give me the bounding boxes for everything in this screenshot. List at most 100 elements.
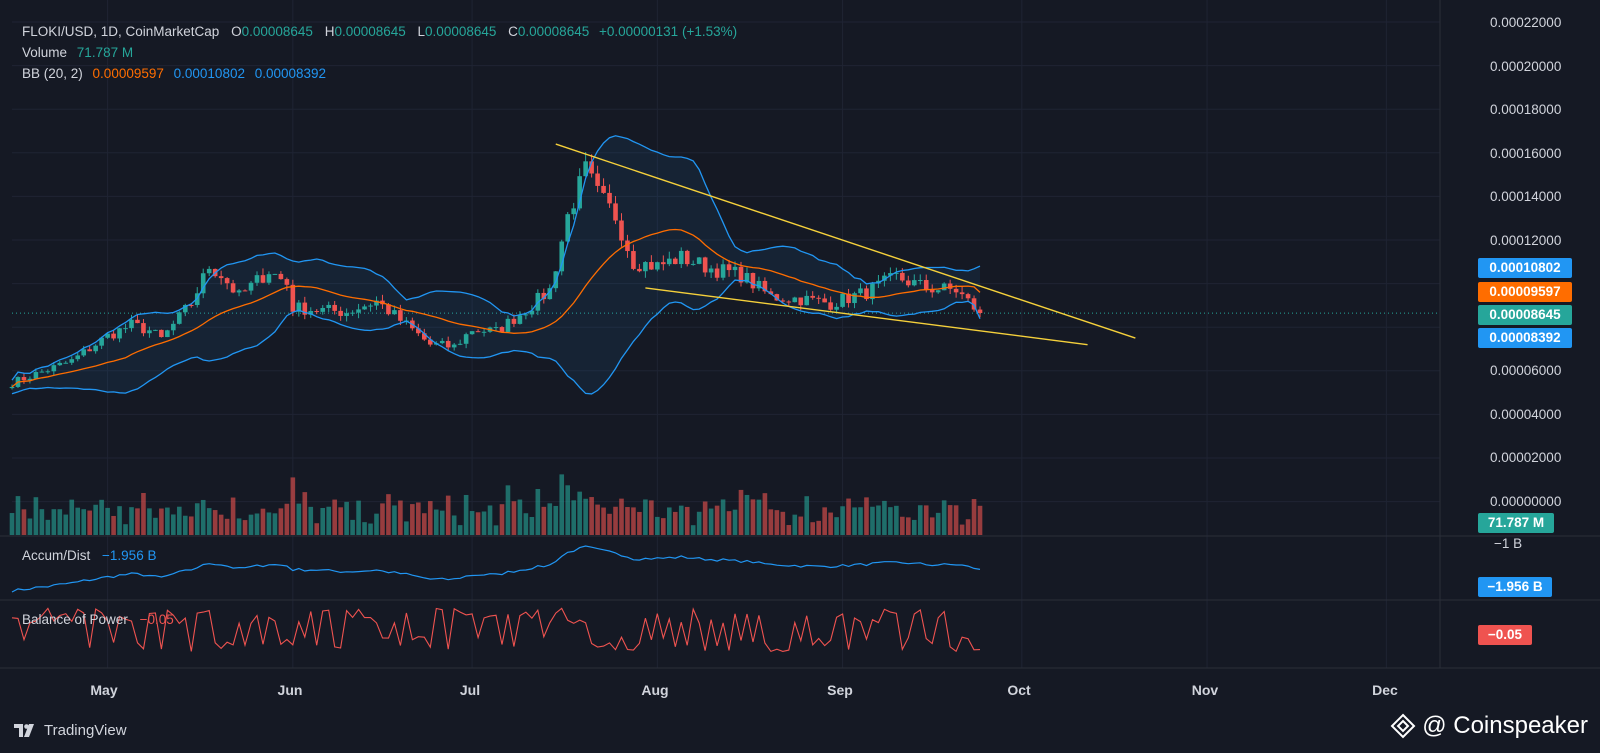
volume-bar [296, 503, 302, 535]
volume-bar [756, 499, 762, 535]
volume-bar [804, 496, 810, 535]
volume-bar [553, 505, 559, 535]
tradingview-icon [14, 723, 34, 737]
volume-bar [75, 507, 81, 535]
volume-bar [559, 474, 565, 535]
candle-body [499, 327, 505, 332]
candle-body [272, 273, 278, 275]
volume-bar [852, 507, 857, 535]
candle-body [708, 268, 714, 273]
open-key: O [231, 24, 242, 39]
volume-bar [595, 504, 600, 535]
volume-bar [947, 505, 953, 535]
volume-bar [129, 507, 134, 535]
volume-bar [21, 509, 27, 535]
volume-bar [726, 511, 732, 535]
volume-bar [123, 524, 128, 535]
candle-body [959, 292, 965, 295]
volume-bar [326, 506, 331, 535]
volume-bar [356, 500, 361, 535]
candle-body [720, 264, 726, 278]
bb-label: BB (20, 2) [22, 66, 83, 81]
candle-body [338, 310, 343, 316]
candle-body [159, 329, 164, 338]
candle-body [529, 310, 535, 315]
volume-bar [87, 510, 92, 535]
volume-bar [433, 509, 439, 535]
volume-bar [15, 496, 21, 535]
candle-body [917, 280, 923, 282]
volume-bar [27, 518, 33, 535]
candle-body [153, 329, 158, 331]
volume-bar [744, 494, 750, 535]
volume-bar [308, 506, 314, 535]
volume-bar [344, 501, 349, 535]
bb-upper-value: 0.00010802 [173, 66, 245, 81]
volume-bar [720, 499, 726, 535]
candle-body [242, 290, 248, 292]
candle-body [900, 272, 905, 281]
price-legend: FLOKI/USD, 1D, CoinMarketCap O0.00008645… [22, 24, 737, 39]
volume-bar [177, 506, 182, 535]
volume-bar [798, 516, 804, 535]
bb-basis-value: 0.00009597 [92, 66, 164, 81]
tradingview-logo[interactable]: TradingView [14, 722, 127, 739]
candle-body [320, 307, 326, 312]
volume-bar [708, 508, 714, 535]
candle-body [971, 298, 977, 310]
candle-body [33, 372, 39, 379]
candle-body [672, 258, 678, 265]
candle-body [93, 345, 98, 352]
volume-bar [314, 523, 320, 535]
volume-bar [45, 519, 51, 535]
bb-legend: BB (20, 2) 0.00009597 0.00010802 0.00008… [22, 66, 326, 81]
volume-bar [923, 505, 929, 535]
volume-bar [398, 500, 403, 535]
volume-bar [272, 513, 278, 535]
volume-bar [165, 507, 170, 535]
bb-basis-badge: 0.00009597 [1478, 282, 1572, 302]
volume-bar [230, 497, 236, 535]
candle-body [523, 314, 529, 316]
pane-separators [0, 0, 1600, 669]
candle-body [559, 241, 565, 272]
ad-legend: Accum/Dist −1.956 B [22, 548, 156, 563]
candle-body [45, 371, 51, 373]
volume-bar [499, 504, 505, 535]
candle-body [27, 378, 33, 381]
candle-body [678, 250, 684, 265]
volume-badge: 71.787 M [1478, 513, 1554, 533]
volume-bar [589, 497, 594, 535]
candle-body [69, 359, 75, 363]
low-value: 0.00008645 [425, 24, 497, 39]
volume-bar [613, 506, 618, 535]
candle-body [182, 304, 188, 313]
volume-bar [607, 513, 612, 535]
candle-body [953, 288, 959, 293]
volume-bar [135, 508, 140, 535]
x-tick: May [90, 682, 118, 698]
candle-body [63, 362, 69, 364]
candle-body [236, 290, 242, 293]
candle-body [798, 297, 804, 306]
candle-body [344, 313, 349, 316]
candle-body [762, 280, 768, 292]
volume-bar [971, 499, 977, 535]
candle-body [326, 304, 331, 308]
volume-bar [714, 505, 720, 535]
candle-body [296, 302, 302, 312]
y-tick: 0.00012000 [1490, 233, 1562, 248]
volume-bar [332, 499, 337, 535]
candle-body [619, 220, 624, 241]
high-key: H [324, 24, 335, 39]
candle-body [541, 292, 547, 300]
candle-body [278, 273, 284, 280]
candle-body [786, 301, 792, 303]
candle-body [206, 268, 212, 274]
volume-bar [523, 513, 529, 535]
volume-bar [738, 489, 744, 535]
candle-body [792, 297, 798, 303]
candle-body [439, 340, 445, 344]
volume-bar [882, 500, 887, 535]
